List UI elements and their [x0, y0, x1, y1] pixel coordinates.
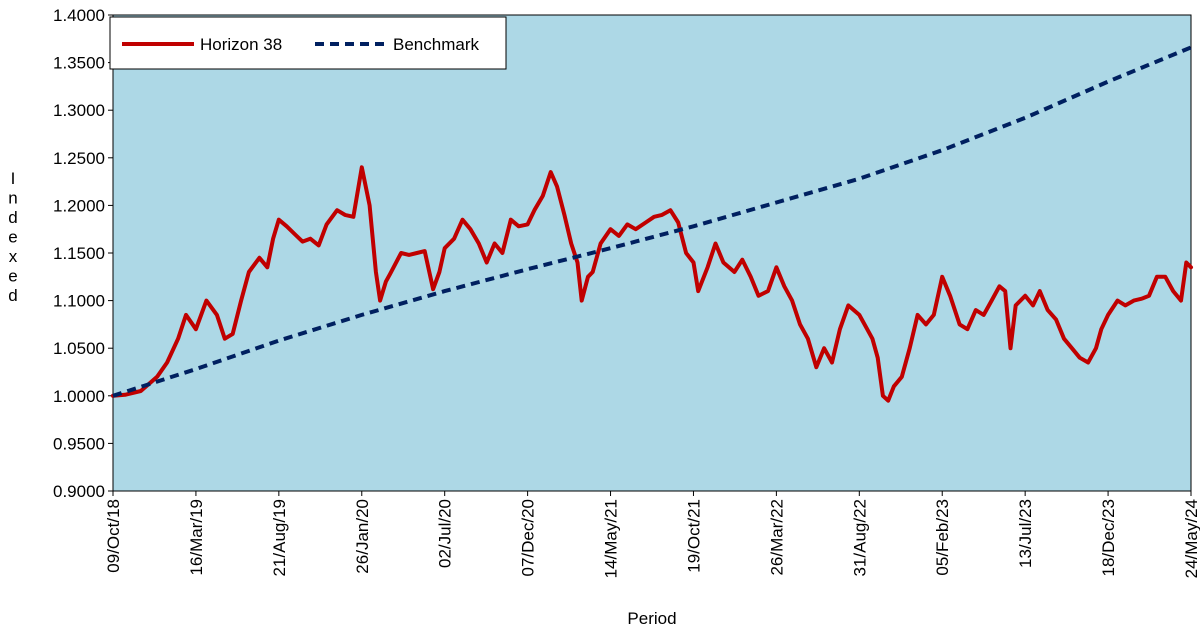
x-tick-label: 05/Feb/23 [933, 499, 952, 576]
x-tick-label: 24/May/24 [1182, 499, 1200, 578]
x-tick-label: 07/Dec/20 [519, 499, 538, 577]
y-tick-label: 1.1000 [53, 292, 105, 311]
x-tick-label: 21/Aug/19 [270, 499, 289, 577]
x-tick-label: 09/Oct/18 [104, 499, 123, 573]
y-tick-label: 1.0500 [53, 339, 105, 358]
legend-label-benchmark: Benchmark [393, 35, 479, 54]
plot-area [112, 14, 1192, 492]
x-tick-label: 16/Mar/19 [187, 499, 206, 576]
x-tick-label: 31/Aug/22 [850, 499, 869, 577]
series-line-horizon-38 [111, 165, 1193, 403]
x-tick-label: 26/Mar/22 [767, 499, 786, 576]
x-tick-label: 26/Jan/20 [353, 499, 372, 574]
x-tick-label: 18/Dec/23 [1099, 499, 1118, 577]
y-tick-label: 0.9500 [53, 434, 105, 453]
y-tick-label: 1.2000 [53, 196, 105, 215]
y-tick-label: 0.9000 [53, 482, 105, 501]
y-tick-label: 1.0000 [53, 387, 105, 406]
series-layer [111, 45, 1193, 403]
x-tick-label: 14/May/21 [602, 499, 621, 578]
x-axis: 09/Oct/18 16/Mar/19 21/Aug/19 26/Jan/20 02/J… [104, 491, 1200, 578]
x-tick-label: 19/Oct/21 [684, 499, 703, 573]
x-axis-title: Period [627, 609, 676, 628]
y-axis: 0.9000 0.9500 1.0000 1.0500 1.1000 1.1500 1.20… [53, 6, 113, 501]
y-tick-label: 1.4000 [53, 6, 105, 25]
y-tick-label: 1.2500 [53, 149, 105, 168]
x-tick-label: 13/Jul/23 [1016, 499, 1035, 568]
y-tick-label: 1.1500 [53, 244, 105, 263]
series-line-benchmark [112, 45, 1192, 398]
legend-label-horizon-38: Horizon 38 [200, 35, 282, 54]
x-tick-label: 02/Jul/20 [436, 499, 455, 568]
y-tick-label: 1.3000 [53, 101, 105, 120]
y-tick-label: 1.3500 [53, 54, 105, 73]
legend: Horizon 38 Benchmark [109, 16, 507, 70]
